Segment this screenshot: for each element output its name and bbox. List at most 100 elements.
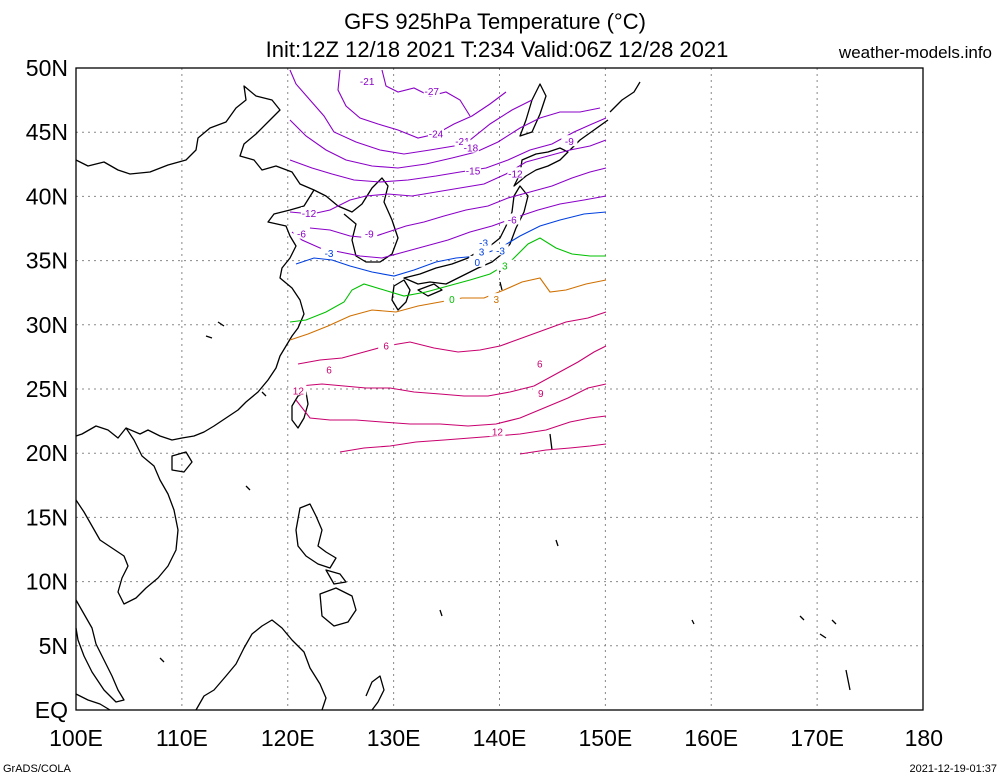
lat-tick-40N: 40N [26, 183, 68, 209]
contour-label-bg [465, 164, 482, 176]
contour-minus9 [309, 167, 607, 239]
contour-minus27 [381, 69, 471, 117]
contour-label-bg [454, 135, 471, 147]
map-title: GFS 925hPa Temperature (°C) [344, 9, 646, 34]
contour-plus15 [339, 415, 607, 453]
lon-tick-140E: 140E [473, 725, 527, 751]
contour-label-bg [378, 339, 395, 351]
contour-label-bg [507, 167, 524, 179]
contour-label-6: -12 [508, 169, 523, 180]
sumatra-coastline [75, 693, 111, 711]
contour-label-bg [504, 213, 521, 225]
contour-label-9: -9 [365, 230, 374, 241]
contour-plus12 [295, 383, 607, 427]
lon-tick-100E: 100E [49, 725, 103, 751]
shikoku-coastline [417, 283, 443, 297]
contour-labels: -27-21-24-21-18-15 -12-9-12-9-6-6-3-33 -30… [290, 74, 578, 438]
contour-minus24 [337, 69, 507, 139]
lat-tick-5N: 5N [39, 633, 68, 659]
contour-label-bg [290, 384, 307, 396]
lat-tick-45N: 45N [26, 119, 68, 145]
contour-label-bg [532, 386, 549, 398]
contour-minus21 [289, 69, 533, 155]
kyushu-coastline [391, 279, 411, 311]
contour-minus3 [295, 211, 607, 277]
contour-label-bg [293, 227, 310, 239]
lon-tick-110E: 110E [156, 725, 208, 751]
lon-tick-180: 180 [905, 725, 943, 751]
lat-tick-50N: 50N [26, 55, 68, 81]
contour-label-8: -12 [302, 209, 317, 220]
lat-tick-10N: 10N [26, 569, 68, 595]
contour-label-24: 12 [293, 386, 305, 397]
contour-label-2: -24 [429, 129, 444, 140]
map-frame [75, 67, 924, 711]
site-credit: weather-models.info [838, 43, 992, 62]
lat-tick-20N: 20N [26, 440, 68, 466]
contour-label-10: -6 [297, 230, 306, 241]
contour-label-23: 9 [538, 389, 544, 400]
contour-label-bg [443, 293, 460, 305]
malay-coastline [75, 599, 125, 703]
contour-minus18 [289, 107, 601, 169]
contour-label-bg [475, 236, 492, 248]
coastlines [75, 81, 851, 711]
contour-label-bg [469, 255, 486, 267]
contour-label-bg [359, 74, 376, 86]
contour-label-13: -3 [479, 239, 488, 250]
contour-label-20: 6 [383, 341, 389, 352]
sulawesi-coastline [365, 675, 385, 711]
contour-label-1: -21 [360, 77, 375, 88]
contour-label-bg [321, 363, 338, 375]
contour-label-19: 3 [494, 295, 500, 306]
contour-label-25: 12 [492, 427, 504, 438]
lon-tick-130E: 130E [367, 725, 421, 751]
contour-label-bg [321, 246, 338, 258]
contour-label-16: 0 [474, 258, 480, 269]
lat-tick-30N: 30N [26, 312, 68, 338]
lat-tick-15N: 15N [26, 504, 68, 530]
lon-tick-120E: 120E [261, 725, 315, 751]
honshu-coastline [403, 185, 529, 285]
contour-label-15: -3 [496, 246, 505, 257]
lat-tick-EQ: EQ [35, 697, 68, 723]
contour-label-bg [300, 207, 317, 219]
contour-label-bg [489, 425, 506, 437]
lat-tick-25N: 25N [26, 376, 68, 402]
render-timestamp: 2021-12-19-01:37 [909, 763, 997, 775]
contour-label-18: 0 [449, 295, 455, 306]
hokkaido-coastline [513, 147, 569, 187]
lat-tick-35N: 35N [26, 248, 68, 274]
contour-plus3 [289, 277, 607, 341]
contour-label-21: 6 [326, 366, 332, 377]
contour-plus6 [297, 311, 607, 365]
lon-tick-160E: 160E [684, 725, 738, 751]
contour-label-5: -15 [466, 167, 481, 178]
contour-label-bg [462, 141, 479, 153]
grads-credit: GrADS/COLA [3, 763, 71, 775]
contour-label-22: 6 [537, 359, 543, 370]
lon-tick-150E: 150E [579, 725, 633, 751]
contour-plus9 [299, 345, 607, 397]
indochina-coastline [75, 427, 179, 605]
contour-label-11: -6 [508, 216, 517, 227]
hainan-coastline [171, 451, 193, 473]
mindanao-coastline [319, 587, 357, 627]
contour-label-bg [423, 85, 440, 97]
visayas-coastline [325, 569, 347, 585]
lon-tick-170E: 170E [790, 725, 844, 751]
map-subtitle-init-valid: Init:12Z 12/18 2021 T:234 Valid:06Z 12/2… [265, 37, 729, 62]
temperature-contours [289, 69, 607, 455]
contour-label-bg [427, 127, 444, 139]
contour-label-bg [492, 244, 509, 256]
contour-label-bg [531, 357, 548, 369]
contour-label-4: -18 [464, 144, 479, 155]
contour-label-0: -27 [425, 87, 440, 98]
korea-coastline [313, 177, 399, 263]
contour-label-3: -21 [455, 137, 470, 148]
contour-label-17: 3 [502, 262, 508, 273]
contour-label-bg [361, 227, 378, 239]
luzon-coastline [295, 503, 337, 569]
longitude-tick-labels: 100E 110E 120E 130E 140E 150E 160E 170E 180 [49, 725, 943, 751]
